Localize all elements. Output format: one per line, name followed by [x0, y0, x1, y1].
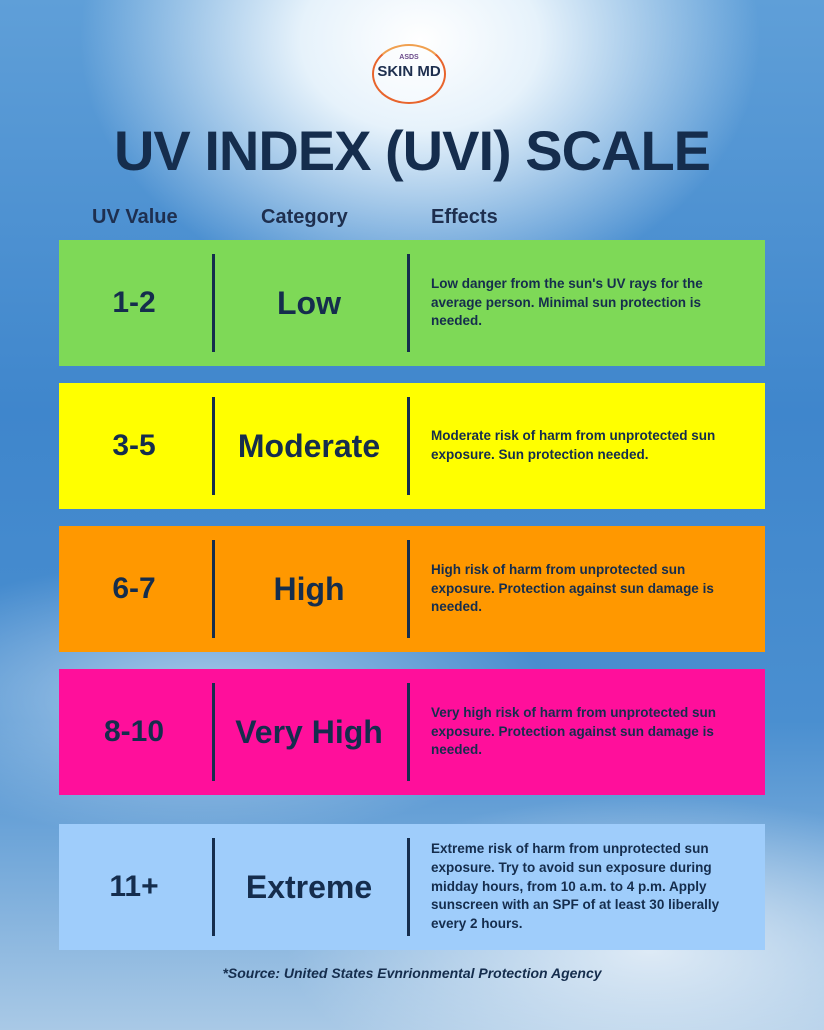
scale-row: 3-5 Moderate Moderate risk of harm from un… — [59, 383, 765, 509]
column-header: Effects — [431, 206, 498, 228]
category: Low — [277, 285, 341, 321]
source-note: *Source: United States Evnrionmental Pro… — [222, 965, 602, 981]
category: High — [273, 571, 345, 607]
scale-row: 8-10 Very High Very high risk of harm from… — [59, 669, 765, 795]
scale-row: 11+ Extreme Extreme risk of harm from unpr… — [59, 824, 765, 950]
title: UV INDEX (UVI) SCALE — [113, 119, 711, 182]
column-header: Category — [261, 206, 348, 228]
divider — [212, 838, 215, 936]
uv-value: 3-5 — [112, 429, 156, 462]
category: Very High — [235, 714, 383, 750]
uv-value: 11+ — [109, 870, 159, 903]
category: Extreme — [245, 869, 373, 905]
scale-row: 6-7 High High risk of harm from unprotecte… — [59, 526, 765, 652]
divider — [212, 540, 215, 638]
divider — [407, 540, 410, 638]
uv-value: 1-2 — [112, 286, 156, 319]
scale-row: 1-2 Low Low danger from the sun's UV rays … — [59, 240, 765, 366]
effects: High risk of harm from unprotected sun e… — [431, 561, 714, 615]
divider — [407, 254, 410, 352]
divider — [212, 683, 215, 781]
uv-value: 6-7 — [112, 572, 156, 605]
divider — [212, 254, 215, 352]
divider — [212, 397, 215, 495]
divider — [407, 397, 410, 495]
logo-brand: SKIN MD — [377, 63, 441, 80]
category: Moderate — [237, 428, 381, 464]
effects: Extreme risk of harm from unprotected su… — [431, 840, 720, 932]
column-header: UV Value — [92, 206, 178, 228]
divider — [407, 683, 410, 781]
uv-value: 8-10 — [103, 715, 165, 748]
effects: Low danger from the sun's UV rays for th… — [431, 275, 703, 329]
divider — [407, 838, 410, 936]
logo: ASDS SKIN MD — [372, 44, 446, 104]
effects: Moderate risk of harm from unprotected s… — [431, 428, 716, 462]
effects: Very high risk of harm from unprotected … — [431, 704, 717, 758]
logo-badge: ASDS — [399, 54, 419, 61]
